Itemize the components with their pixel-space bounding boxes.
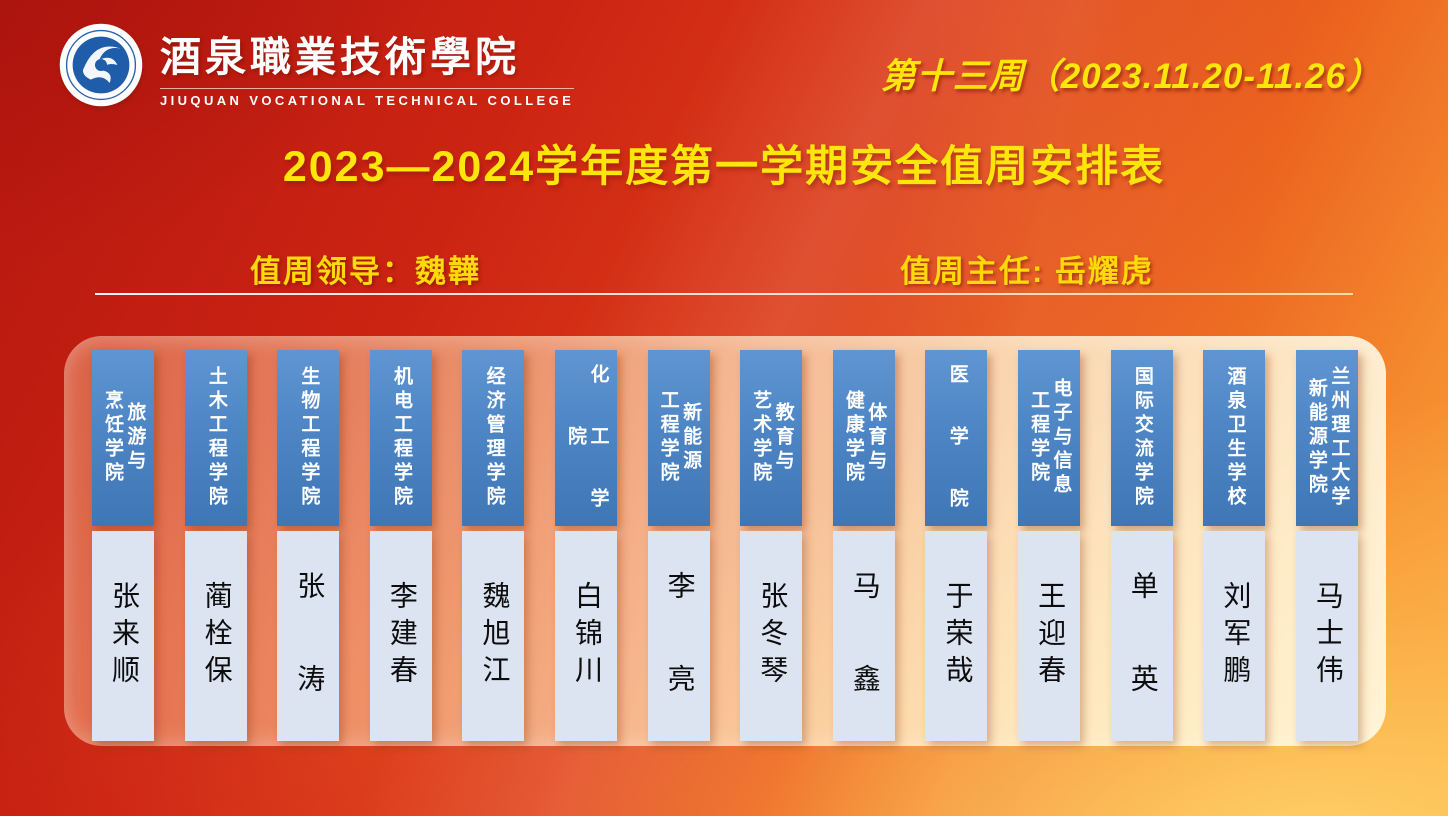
college-name-zh: 酒泉職業技術學院 [160, 33, 520, 80]
college-name-header: 国际交流学院 [1110, 350, 1173, 526]
duty-person-cell: 李建春 [369, 531, 432, 741]
duty-person-name: 马 鑫 [848, 571, 880, 701]
duty-person-cell: 刘军鹏 [1203, 531, 1266, 741]
schedule-panel: 旅游与 烹饪学院 张来顺 土木工程学院 蔺栓保 生物工程学院 张 涛 机电工程学… [64, 336, 1386, 746]
college-name-header: 体育与 健康学院 [832, 350, 895, 526]
duty-person-cell: 魏旭江 [462, 531, 525, 741]
college-name-header: 化 工 学 院 [555, 350, 618, 526]
schedule-column: 机电工程学院 李建春 [369, 350, 432, 741]
schedule-column: 医 学 院 于荣哉 [925, 350, 988, 741]
duty-person-name: 于荣哉 [941, 580, 973, 692]
duty-person-cell: 张冬琴 [740, 531, 803, 741]
college-name-header: 土木工程学院 [184, 350, 247, 526]
college-name-text: 旅游与 烹饪学院 [102, 390, 146, 486]
schedule-column: 酒泉卫生学校 刘军鹏 [1203, 350, 1266, 741]
duty-person-name: 魏旭江 [478, 580, 510, 692]
college-name-text: 化 工 学 院 [565, 364, 609, 512]
college-name-header: 教育与 艺术学院 [740, 350, 803, 526]
college-logo-icon [59, 23, 143, 107]
week-label: 第十三周（2023.11.20-11.26） [880, 57, 1382, 96]
duty-person-cell: 于荣哉 [925, 531, 988, 741]
duty-person-name: 单 英 [1126, 571, 1158, 701]
college-name-header: 兰州理工大学 新能源学院 [1295, 350, 1358, 526]
duty-person-name: 白锦川 [571, 580, 603, 692]
college-name-text: 教育与 艺术学院 [750, 390, 794, 486]
schedule-column: 兰州理工大学 新能源学院 马士伟 [1295, 350, 1358, 741]
duty-person-name: 刘军鹏 [1219, 580, 1251, 692]
duty-person-name: 张冬琴 [756, 580, 788, 692]
college-name-header: 新能源 工程学院 [647, 350, 710, 526]
college-name-text: 土木工程学院 [205, 366, 227, 510]
college-name-header: 旅游与 烹饪学院 [92, 350, 154, 526]
duty-person-cell: 王迎春 [1018, 531, 1081, 741]
college-brand: 酒泉職業技術學院 JIUQUAN VOCATIONAL TECHNICAL CO… [58, 22, 575, 108]
schedule-column: 旅游与 烹饪学院 张来顺 [92, 350, 154, 741]
duty-person-name: 张 涛 [293, 571, 325, 701]
college-name-text: 兰州理工大学 新能源学院 [1305, 366, 1350, 510]
college-name-header: 医 学 院 [925, 350, 988, 526]
college-name-en: JIUQUAN VOCATIONAL TECHNICAL COLLEGE [160, 87, 575, 108]
duty-person-name: 李 亮 [663, 571, 695, 701]
college-name-text: 机电工程学院 [391, 366, 413, 510]
duty-person-cell: 李 亮 [647, 531, 710, 741]
college-name-text: 国际交流学院 [1131, 366, 1153, 510]
schedule-column: 化 工 学 院 白锦川 [555, 350, 618, 741]
duty-person-cell: 马 鑫 [832, 531, 895, 741]
duty-director-label: 值周主任: 岳耀虎 [900, 254, 1154, 289]
college-name-text: 医 学 院 [946, 364, 968, 512]
college-name-text: 电子与信息 工程学院 [1028, 378, 1072, 498]
college-name-header: 生物工程学院 [277, 350, 340, 526]
college-name-header: 电子与信息 工程学院 [1018, 350, 1081, 526]
page-title: 2023—2024学年度第一学期安全值周安排表 [282, 143, 1166, 191]
schedule-column: 土木工程学院 蔺栓保 [184, 350, 247, 741]
college-name-header: 经济管理学院 [462, 350, 525, 526]
college-name-text: 经济管理学院 [483, 366, 505, 510]
duty-person-name: 蔺栓保 [200, 580, 232, 692]
duty-person-cell: 马士伟 [1295, 531, 1358, 741]
college-name-text: 生物工程学院 [298, 366, 320, 510]
duty-person-name: 王迎春 [1034, 580, 1066, 692]
schedule-column: 新能源 工程学院 李 亮 [647, 350, 710, 741]
schedule-column: 电子与信息 工程学院 王迎春 [1018, 350, 1081, 741]
schedule-column: 国际交流学院 单 英 [1110, 350, 1173, 741]
schedule-column: 生物工程学院 张 涛 [277, 350, 340, 741]
college-name-header: 酒泉卫生学校 [1203, 350, 1266, 526]
divider-line [95, 293, 1353, 295]
duty-person-cell: 单 英 [1110, 531, 1173, 741]
college-name-text: 酒泉卫生学校 [1224, 366, 1246, 510]
schedule-column: 教育与 艺术学院 张冬琴 [740, 350, 803, 741]
schedule-column: 体育与 健康学院 马 鑫 [832, 350, 895, 741]
duty-person-cell: 张来顺 [92, 531, 154, 741]
college-name-text: 体育与 健康学院 [842, 390, 887, 486]
duty-person-name: 马士伟 [1311, 580, 1343, 692]
duty-person-cell: 蔺栓保 [184, 531, 247, 741]
college-name-header: 机电工程学院 [369, 350, 432, 526]
duty-person-cell: 白锦川 [555, 531, 618, 741]
college-name-text: 新能源 工程学院 [657, 390, 702, 486]
duty-person-name: 张来顺 [108, 580, 139, 692]
duty-leader-label: 值周领导：魏韡 [250, 254, 481, 289]
duty-person-cell: 张 涛 [277, 531, 340, 741]
schedule-column: 经济管理学院 魏旭江 [462, 350, 525, 741]
duty-person-name: 李建春 [385, 580, 417, 692]
